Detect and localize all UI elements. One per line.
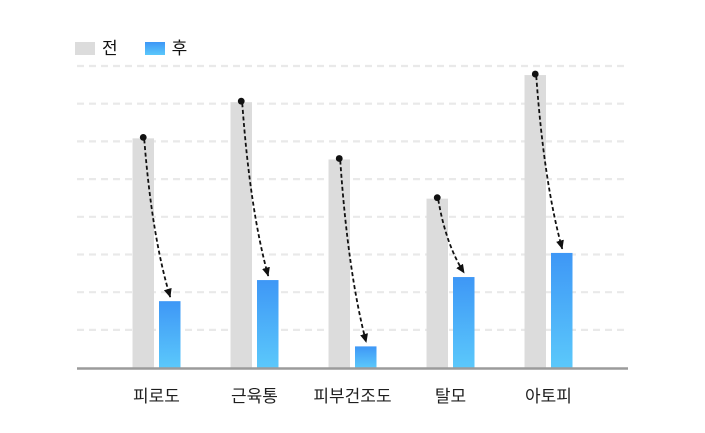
bar-before-1: [132, 138, 154, 368]
legend-swatch-after-icon: [144, 42, 165, 55]
category-label-4: 탈모: [435, 387, 466, 406]
change-dot-4: [433, 194, 441, 202]
bar-after-2: [257, 280, 279, 368]
change-dot-1: [139, 133, 147, 141]
bar-before-5: [524, 75, 546, 368]
bar-before-4: [426, 198, 448, 368]
bar-after-1: [159, 301, 181, 368]
change-arrow-3: [339, 160, 368, 343]
bar-after-5: [551, 252, 573, 368]
change-dot-5: [531, 70, 539, 78]
legend-item-after: 후: [144, 39, 188, 58]
legend-item-before: 전: [75, 40, 118, 57]
category-label-2: 근육통: [231, 387, 278, 406]
category-label-3: 피부건조도: [313, 387, 391, 406]
bar-before-3: [328, 159, 350, 368]
bar-after-4: [453, 277, 475, 368]
change-dot-3: [335, 155, 343, 162]
change-dot-2: [237, 97, 245, 105]
bar-before-2: [230, 102, 252, 368]
category-label-5: 아토피: [525, 387, 572, 406]
category-label-1: 피로도: [133, 387, 180, 406]
legend-label-before: 전: [102, 39, 118, 58]
change-arrow-1: [143, 139, 172, 298]
legend-swatch-before-icon: [75, 42, 95, 55]
change-arrow-4: [437, 199, 466, 274]
bar-after-3: [355, 346, 377, 368]
legend: 전 후: [75, 40, 187, 57]
legend-label-after: 후: [171, 39, 188, 58]
